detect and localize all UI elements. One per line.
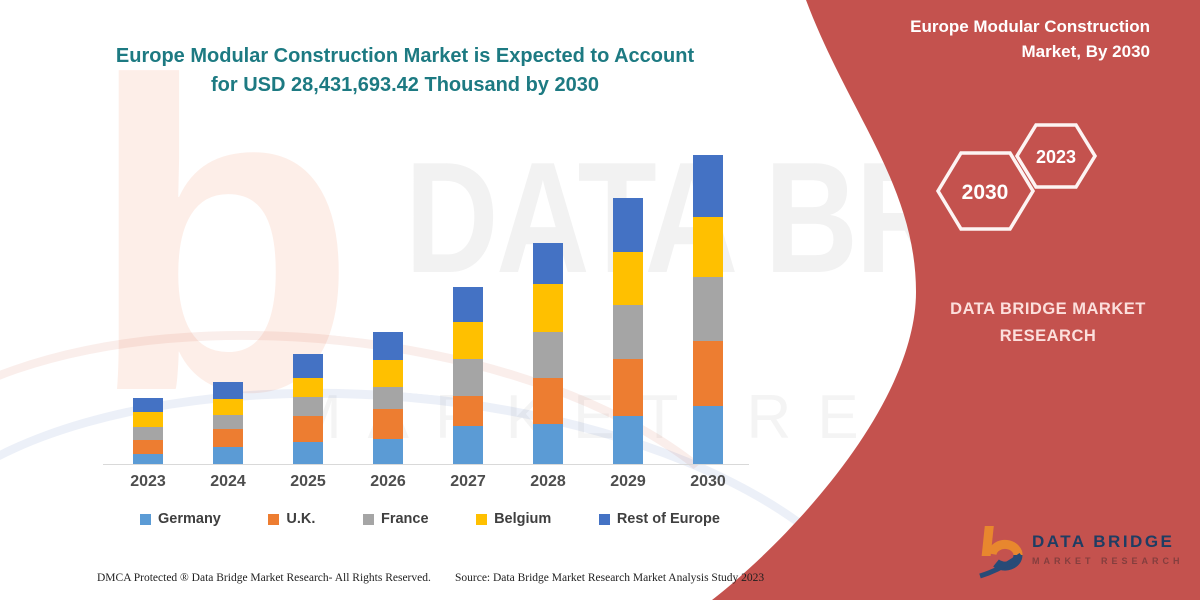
bar-2028 [533, 243, 563, 464]
legend-label: U.K. [286, 511, 316, 527]
bar-2024 [213, 382, 243, 464]
bar-segment-2026-germany [373, 439, 403, 464]
bar-segment-2024-u-k- [213, 429, 243, 447]
chart-title: Europe Modular Construction Market is Ex… [105, 42, 705, 100]
bar-segment-2024-belgium [213, 399, 243, 415]
x-axis-label-2030: 2030 [690, 473, 726, 490]
bar-segment-2023-u-k- [133, 440, 163, 454]
legend-swatch-icon [598, 513, 610, 525]
x-axis-label-2028: 2028 [530, 473, 566, 490]
logo-name: DATA BRIDGE [1032, 532, 1175, 551]
hexagon-2023-badge [1014, 123, 1098, 189]
data-bridge-logo: DATA BRIDGE MARKET RESEARCH [978, 524, 1184, 580]
legend-swatch-icon [362, 513, 374, 525]
bar-segment-2027-germany [453, 426, 483, 464]
x-axis-label-2029: 2029 [610, 473, 646, 490]
logo-subtitle: MARKET RESEARCH [1032, 556, 1184, 566]
x-axis-label-2024: 2024 [210, 473, 246, 490]
bar-segment-2024-france [213, 415, 243, 429]
bar-2030 [693, 155, 723, 464]
bar-2027 [453, 287, 483, 464]
side-panel-title: Europe Modular Construction Market, By 2… [910, 17, 1150, 61]
legend-item-u-k-: U.K. [268, 511, 315, 527]
dmca-notice: DMCA Protected ® Data Bridge Market Rese… [97, 572, 431, 584]
bar-segment-2025-germany [293, 442, 323, 464]
legend-swatch-icon [140, 513, 151, 525]
bar-segment-2027-u-k- [453, 396, 483, 426]
hexagon-2023-label: 2023 [1036, 147, 1076, 167]
legend-label: Rest of Europe [616, 511, 720, 527]
logo-text-block: DATA BRIDGE MARKET RESEARCH [1032, 524, 1184, 566]
bar-segment-2028-belgium [533, 284, 563, 332]
bar-segment-2026-rest-of-europe [373, 332, 403, 360]
legend-item-belgium: Belgium [476, 511, 551, 527]
bar-segment-2030-rest-of-europe [693, 155, 723, 217]
source-note: Source: Data Bridge Market Research Mark… [455, 572, 765, 584]
legend-label: France [380, 511, 429, 527]
bar-segment-2027-belgium [453, 322, 483, 359]
bar-segment-2029-rest-of-europe [613, 198, 643, 252]
bar-segment-2026-u-k- [373, 409, 403, 439]
bar-segment-2028-germany [533, 424, 563, 464]
bar-segment-2030-u-k- [693, 341, 723, 406]
legend-swatch-icon [476, 513, 488, 525]
bar-segment-2029-germany [613, 416, 643, 464]
bar-segment-2029-u-k- [613, 359, 643, 416]
bar-segment-2026-belgium [373, 360, 403, 387]
plot-area [103, 152, 749, 465]
legend-label: Belgium [494, 511, 552, 527]
data-bridge-logo-icon [979, 526, 1023, 579]
chart-title-line1: Europe Modular Construction Market is Ex… [115, 45, 695, 67]
bar-segment-2030-france [693, 277, 723, 341]
side-panel-brand-caption: DATA BRIDGE MARKET RESEARCH [950, 300, 1146, 345]
bar-segment-2027-rest-of-europe [453, 287, 483, 322]
legend-swatch-icon [268, 513, 280, 525]
bar-2026 [373, 332, 403, 464]
bar-segment-2030-belgium [693, 217, 723, 277]
bar-segment-2024-rest-of-europe [213, 382, 243, 399]
x-axis-label-2026: 2026 [370, 473, 406, 490]
bar-segment-2023-france [133, 427, 163, 440]
legend-label: Germany [158, 511, 221, 527]
bar-segment-2025-belgium [293, 378, 323, 397]
bar-2029 [613, 198, 643, 464]
bar-segment-2025-rest-of-europe [293, 354, 323, 378]
bar-segment-2027-france [453, 359, 483, 396]
hexagon-2030-badge [935, 151, 1036, 231]
x-axis-label-2023: 2023 [130, 473, 166, 490]
bar-segment-2029-france [613, 305, 643, 359]
bar-segment-2029-belgium [613, 252, 643, 305]
bar-segment-2028-rest-of-europe [533, 243, 563, 284]
legend-item-france: France [362, 511, 429, 527]
bar-segment-2028-u-k- [533, 378, 563, 424]
bar-2023 [133, 398, 163, 464]
chart-legend: Germany U.K. France Belgium Rest of Europe [140, 511, 720, 527]
bar-segment-2030-germany [693, 406, 723, 464]
legend-item-germany: Germany [140, 511, 221, 527]
bar-segment-2023-rest-of-europe [133, 398, 163, 412]
x-axis-label-2025: 2025 [290, 473, 326, 490]
bar-2025 [293, 354, 323, 464]
bar-segment-2028-france [533, 332, 563, 378]
bar-segment-2023-germany [133, 454, 163, 464]
bar-segment-2025-u-k- [293, 416, 323, 442]
legend-item-rest-of-europe: Rest of Europe [598, 511, 720, 527]
bar-segment-2023-belgium [133, 412, 163, 427]
bar-segment-2025-france [293, 397, 323, 416]
chart-title-line2: for USD 28,431,693.42 Thousand by 2030 [211, 74, 599, 96]
bar-segment-2026-france [373, 387, 403, 409]
red-panel-background [712, 0, 1200, 600]
hexagon-2030-label: 2030 [962, 181, 1009, 204]
x-axis-label-2027: 2027 [450, 473, 486, 490]
bar-segment-2024-germany [213, 447, 243, 464]
